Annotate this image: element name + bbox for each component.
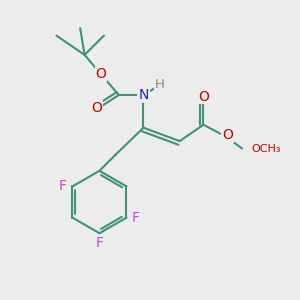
- Text: F: F: [59, 179, 67, 194]
- Text: F: F: [95, 236, 104, 250]
- Text: O: O: [222, 128, 233, 142]
- Text: O: O: [198, 89, 209, 103]
- Text: O: O: [91, 101, 102, 116]
- Text: N: N: [138, 88, 148, 102]
- Text: O: O: [95, 67, 106, 81]
- Text: F: F: [132, 211, 140, 225]
- Text: OCH₃: OCH₃: [251, 143, 280, 154]
- Text: H: H: [155, 78, 165, 91]
